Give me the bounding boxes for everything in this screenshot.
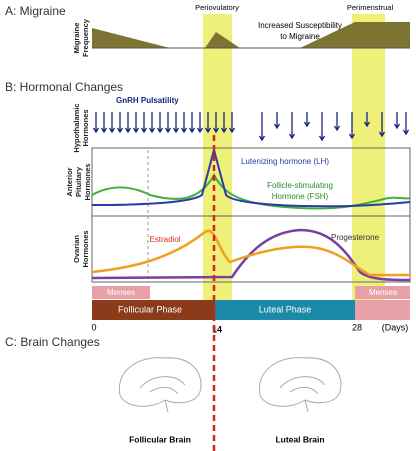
gnrh-arrow — [290, 112, 295, 138]
page: A: Migraine Migraine Frequency Periovula… — [0, 0, 416, 451]
row-label: Ovarian — [72, 235, 81, 263]
band-label: Perimenstrual — [347, 3, 394, 12]
menses-label: Menses — [107, 288, 135, 297]
gnrh-arrow — [142, 112, 147, 132]
gnrh-arrow — [395, 112, 400, 128]
gnrh-arrow — [102, 112, 107, 132]
row-label: Hypothalamic — [72, 103, 81, 152]
gnrh-arrow — [150, 112, 155, 132]
phase-label: Follicular Phase — [118, 304, 182, 314]
row-label: Pituitary — [74, 166, 83, 197]
gnrh-arrow — [118, 112, 123, 132]
progesterone-label: Progesterone — [331, 233, 380, 242]
annotation: Increased Susceptibility — [258, 21, 342, 30]
phase-label: Luteal Phase — [259, 304, 312, 314]
day-label: (Days) — [382, 322, 409, 332]
gnrh-arrow — [174, 112, 179, 132]
gnrh-arrow — [404, 112, 409, 134]
panel-title: C: Brain Changes — [5, 335, 100, 349]
migraine-area — [92, 22, 410, 48]
row-label: Hormones — [81, 230, 90, 267]
row-label: Anterior — [65, 167, 74, 196]
gnrh-arrow — [110, 112, 115, 132]
fsh-label: Hormone (FSH) — [272, 192, 329, 201]
gnrh-arrow — [335, 112, 340, 130]
gnrh-arrow — [260, 112, 265, 140]
brain-icon — [119, 358, 201, 412]
day-label: 0 — [91, 322, 96, 332]
lh-label: Lutenizing hormone (LH) — [241, 157, 329, 166]
day-label: 28 — [352, 322, 362, 332]
annotation: to Migraine — [280, 32, 320, 41]
gnrh-arrow — [198, 112, 203, 132]
gnrh-arrow — [275, 112, 280, 128]
brain-icon — [259, 358, 341, 412]
row-label: Hormones — [83, 163, 92, 200]
gnrh-arrow — [166, 112, 171, 132]
gnrh-arrow — [126, 112, 131, 132]
band-label: Periovulatory — [195, 3, 239, 12]
gnrh-arrow — [134, 112, 139, 132]
y-label: Migraine — [72, 23, 81, 54]
gnrh-arrow — [94, 112, 99, 132]
figure: A: Migraine Migraine Frequency Periovula… — [0, 0, 416, 451]
panel-title: B: Hormonal Changes — [5, 80, 123, 94]
gnrh-arrow — [305, 112, 310, 126]
gnrh-arrow — [190, 112, 195, 132]
gnrh-label: GnRH Pulsatility — [116, 96, 179, 105]
brain-label: Luteal Brain — [275, 434, 324, 444]
menses-label: Menses — [369, 288, 397, 297]
fsh-label: Follicle-stimulating — [267, 181, 333, 190]
gnrh-arrow — [182, 112, 187, 132]
estradiol-label: Estradiol — [149, 235, 180, 244]
menses-bar — [355, 300, 410, 320]
brain-label: Follicular Brain — [129, 434, 191, 444]
y-label: Frequency — [81, 18, 90, 57]
gnrh-arrow — [320, 112, 325, 140]
row-label: Hormones — [81, 109, 90, 146]
panel-title: A: Migraine — [5, 4, 66, 18]
gnrh-arrow — [158, 112, 163, 132]
